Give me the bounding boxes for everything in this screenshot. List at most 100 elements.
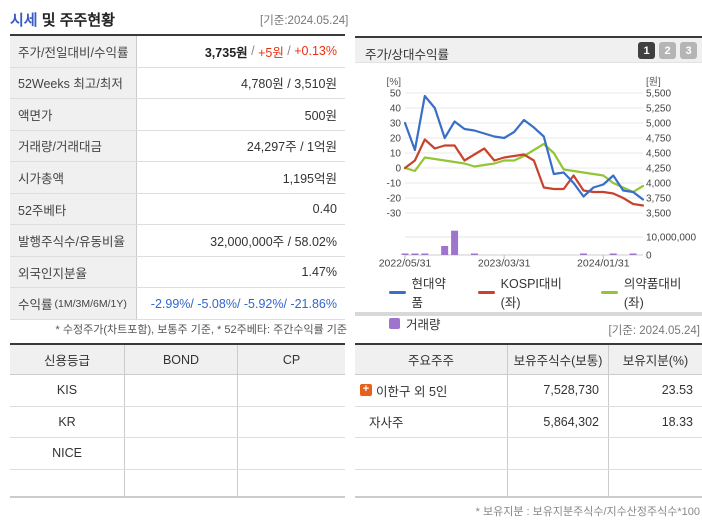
quote-value-part: 4,780원 / 3,510원	[241, 77, 337, 92]
page-button-2[interactable]: 2	[659, 42, 676, 59]
legend-item: 의약품대비(좌)	[601, 273, 699, 311]
quote-label: 외국인지분율	[10, 256, 137, 288]
quote-value-part: 32,000,000주 / 58.02%	[210, 235, 337, 250]
quote-value: 32,000,000주 / 58.02%	[137, 225, 345, 256]
quote-label: 발행주식수/유동비율	[10, 225, 137, 256]
right-axis-tick: 3,750	[646, 194, 671, 205]
shareholder-header-cell: 보유지분(%)	[608, 345, 702, 374]
quote-label: 수익률 (1M/3M/6M/1Y)	[10, 288, 137, 319]
credit-cell	[237, 375, 345, 406]
quote-label: 52Weeks 최고/최저	[10, 67, 137, 99]
as-of-date-bottom: [기준: 2024.05.24]	[608, 325, 701, 337]
quote-label-sub: (1M/3M/6M/1Y)	[54, 297, 127, 310]
quote-value: 0.40	[137, 194, 345, 225]
volume-bar	[609, 253, 617, 255]
shareholder-header-cell: 보유주식수(보통)	[507, 345, 608, 374]
credit-cell	[237, 438, 345, 469]
quote-value: 3,735원 / +5원 / +0.13%	[137, 36, 345, 67]
volume-bar	[411, 253, 419, 255]
quote-table: 주가/전일대비/수익률 3,735원 / +5원 / +0.13% 52Weeks …	[10, 34, 345, 320]
left-axis-tick: 50	[390, 89, 402, 100]
credit-cell	[124, 438, 237, 469]
shareholder-cell	[608, 438, 702, 469]
quote-label: 52주베타	[10, 193, 137, 225]
series-line-현대약품	[403, 94, 645, 201]
quote-row: 시가총액 1,195억원	[10, 162, 345, 194]
quote-value: 24,297주 / 1억원	[137, 131, 345, 162]
as-of-date-top: [기준:2024.05.24]	[260, 15, 349, 27]
quote-row: 액면가 500원	[10, 99, 345, 131]
shareholder-row: 자사주 5,864,302 18.33	[355, 406, 702, 438]
quote-value-part: 0.40	[312, 202, 337, 216]
quote-value-part: 1.47%	[301, 265, 337, 280]
left-axis-tick: 0	[395, 164, 401, 175]
legend-row: 현대약품 KOSPI대비(좌) 의약품대비(좌)	[389, 273, 699, 311]
left-axis-tick: -20	[387, 194, 402, 205]
volume-bar	[451, 230, 459, 255]
left-axis-tick: 30	[390, 119, 402, 130]
shareholder-header-cell: 주요주주	[407, 354, 454, 368]
shareholder-empty-row	[355, 469, 702, 496]
legend-label: 의약품대비(좌)	[623, 277, 682, 310]
shareholder-name-cell: + 이한구 외 5인	[355, 375, 507, 406]
quote-value-part: +0.13%	[294, 44, 337, 59]
credit-cell: KIS	[56, 383, 78, 398]
quote-value: 1,195억원	[137, 162, 345, 193]
credit-cell	[124, 469, 237, 496]
chart-panel-title: 주가/상대수익률	[365, 48, 449, 62]
chart-legend: 현대약품 KOSPI대비(좌) 의약품대비(좌) 거래량	[389, 273, 699, 336]
right-axis-tick: 5,000	[646, 119, 671, 130]
quote-row: 외국인지분율 1.47%	[10, 256, 345, 289]
credit-empty-row	[10, 469, 345, 496]
quote-value: 500원	[137, 99, 345, 130]
legend-line-marker	[478, 290, 495, 294]
legend-row: 거래량	[389, 314, 699, 333]
legend-item: KOSPI대비(좌)	[478, 273, 579, 311]
page-button-1[interactable]: 1	[638, 42, 655, 59]
credit-header-cell: 신용등급	[43, 354, 90, 368]
volume-bar	[580, 253, 587, 255]
quote-value-part: 1,195억원	[282, 171, 337, 186]
credit-cell	[124, 375, 237, 406]
x-axis-label: 2023/03/31	[478, 258, 531, 270]
quote-value: -2.99%/ -5.08%/ -5.92%/ -21.86%	[137, 288, 345, 319]
page-button-3[interactable]: 3	[680, 42, 697, 59]
credit-row: KR	[10, 406, 345, 438]
credit-header-cell: BOND	[124, 345, 237, 374]
legend-label: KOSPI대비(좌)	[500, 277, 562, 310]
expand-icon[interactable]: +	[360, 384, 372, 397]
left-axis-tick: 10	[390, 149, 402, 160]
price-chart: [%] [원] 50 5,500 40 5,250 30 5,000 20 4,750 10 4,50…	[379, 76, 697, 270]
quote-label: 거래량/거래대금	[10, 130, 137, 162]
right-axis-tick: 5,500	[646, 89, 671, 100]
quote-value-part: 24,297주 / 1억원	[246, 140, 337, 155]
legend-line-marker	[601, 290, 618, 294]
legend-item: 거래량	[389, 314, 441, 333]
shareholder-shares-cell: 7,528,730	[507, 375, 608, 406]
quote-value-part: /	[283, 44, 295, 59]
left-axis-unit: [%]	[387, 77, 402, 88]
right-axis-tick: 3,500	[646, 209, 671, 220]
credit-row: NICE	[10, 438, 345, 470]
series-line-KOSPI대비(좌)	[403, 138, 645, 207]
credit-cell	[237, 469, 345, 496]
credit-header-cell: CP	[237, 345, 345, 374]
page-title-highlight: 시세	[10, 12, 38, 29]
quote-value-part: /	[247, 44, 259, 59]
credit-row: KIS	[10, 375, 345, 407]
legend-label: 거래량	[406, 318, 441, 332]
volume-bar	[441, 246, 449, 255]
shareholder-header-row: 주요주주 보유주식수(보통) 보유지분(%)	[355, 345, 702, 375]
credit-cell	[124, 406, 237, 437]
quote-value: 4,780원 / 3,510원	[137, 68, 345, 99]
section-divider	[355, 312, 702, 316]
legend-item: 현대약품	[389, 273, 456, 311]
shareholder-cell	[608, 469, 702, 496]
quote-label: 주가/전일대비/수익률	[10, 36, 137, 67]
quote-value: 1.47%	[137, 257, 345, 288]
volume-bar	[470, 253, 478, 255]
legend-line-marker	[389, 290, 406, 294]
volume-axis-tick: 10,000,000	[646, 233, 696, 244]
quote-footnote: * 수정주가(차트포함), 보통주 기준, * 52주베타: 주간수익률 기준	[55, 324, 347, 336]
